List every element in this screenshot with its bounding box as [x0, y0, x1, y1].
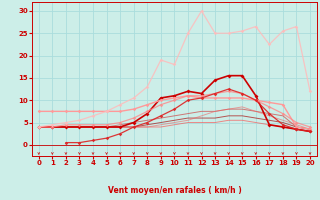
X-axis label: Vent moyen/en rafales ( km/h ): Vent moyen/en rafales ( km/h ): [108, 186, 241, 195]
